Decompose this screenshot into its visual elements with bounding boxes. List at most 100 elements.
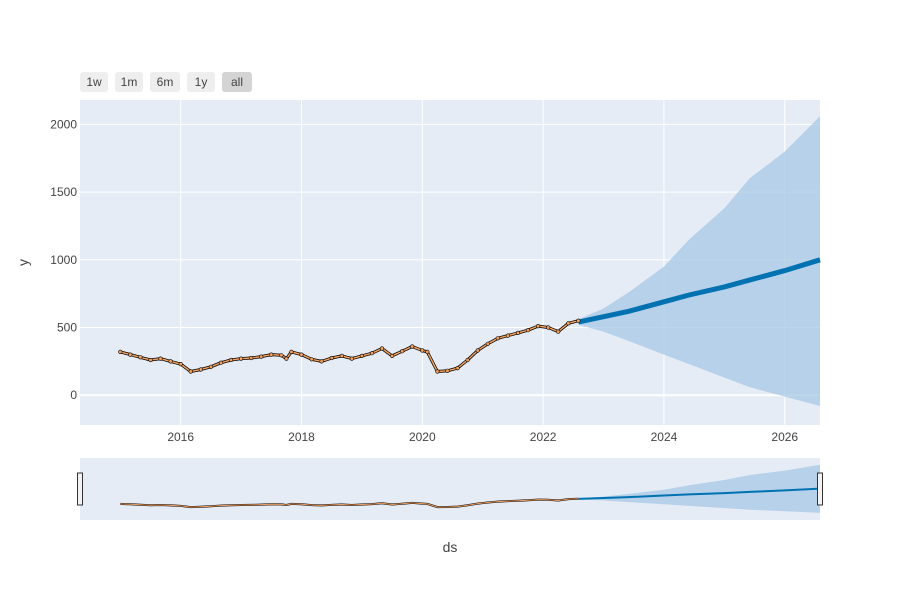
x-axis-title: ds [443, 539, 458, 555]
rangeslider-handle-left[interactable] [77, 472, 83, 506]
actual-point [118, 349, 123, 355]
actual-point [485, 341, 490, 346]
range-button-1w[interactable]: 1w [80, 72, 108, 92]
range-button-all[interactable]: all [222, 72, 252, 92]
actual-point [475, 348, 480, 353]
actual-point [546, 325, 551, 330]
range-button-label: 6m [157, 75, 174, 89]
actual-point [319, 359, 324, 364]
actual-point [148, 357, 153, 363]
actual-point [228, 357, 234, 363]
y-tick: 0 [70, 388, 77, 402]
x-tick: 2026 [771, 430, 798, 444]
y-tick: 2000 [50, 117, 77, 131]
actual-point [535, 324, 541, 329]
y-tick-label: 2000 [50, 117, 77, 131]
actual-point [515, 330, 521, 336]
actual-point [299, 352, 304, 357]
y-tick: 1000 [50, 253, 77, 267]
actual-point [279, 353, 284, 358]
plot-series [118, 116, 821, 407]
x-tick: 2016 [167, 430, 194, 444]
actual-point [505, 333, 511, 338]
actual-point [208, 364, 213, 369]
actual-point [269, 352, 274, 357]
actual-point [359, 353, 365, 359]
x-tick-label: 2024 [651, 430, 678, 444]
y-tick-labels: 0 500 1000 1500 2000 [50, 117, 77, 402]
actual-point [309, 357, 314, 362]
actual-point [410, 344, 415, 349]
actual-point [495, 336, 500, 341]
actual-point [158, 356, 163, 361]
actual-point [455, 366, 460, 371]
y-tick: 500 [57, 321, 77, 335]
actual-point [445, 368, 450, 373]
actual-point [566, 321, 571, 326]
actual-point [198, 367, 203, 372]
y-tick-label: 500 [57, 321, 77, 335]
x-tick-label: 2026 [771, 430, 798, 444]
rangeslider-series [120, 464, 821, 513]
actual-point [339, 353, 344, 359]
actual-point [289, 349, 294, 355]
actual-point [400, 349, 405, 354]
range-button-bg [150, 72, 180, 92]
x-tick-label: 2018 [288, 430, 315, 444]
actual-point [284, 356, 289, 361]
slider-forecast-line [578, 487, 821, 500]
uncertainty-band [578, 116, 820, 407]
actual-point [465, 357, 470, 363]
range-button-bg [187, 72, 215, 92]
range-button-1m[interactable]: 1m [115, 72, 143, 92]
slider-uncertainty-band [578, 464, 820, 513]
x-tick-labels: 2016 2018 2020 2022 2024 2026 [167, 430, 798, 444]
range-button-bg [222, 72, 252, 92]
actual-point [168, 359, 173, 364]
range-selector: 1w 1m 6m 1y all [80, 72, 252, 92]
range-button-bg [115, 72, 143, 92]
actual-point [128, 352, 133, 357]
actual-point [525, 328, 531, 333]
actual-point [369, 351, 375, 356]
actual-point [379, 346, 385, 351]
forecast-line [577, 257, 821, 325]
x-tick: 2018 [288, 430, 315, 444]
y-tick-label: 1500 [50, 185, 77, 199]
actual-point [138, 355, 143, 360]
y-tick-label: 0 [70, 388, 77, 402]
rangeslider-handles[interactable] [77, 472, 823, 506]
actual-point [576, 318, 581, 323]
x-tick-label: 2016 [167, 430, 194, 444]
y-axis-title: y [15, 259, 31, 266]
y-tick-label: 1000 [50, 253, 77, 267]
rangeslider-handle-right[interactable] [817, 472, 823, 506]
slider-actual-markers-line [120, 498, 579, 508]
y-tick: 1500 [50, 185, 77, 199]
actual-point [329, 355, 334, 361]
actual-point [425, 349, 430, 355]
range-button-label: 1w [86, 75, 102, 89]
range-button-label: 1m [121, 75, 138, 89]
actual-point [218, 360, 224, 365]
actual-point [249, 355, 254, 361]
range-button-6m[interactable]: 6m [150, 72, 180, 92]
actual-point [188, 369, 193, 374]
x-tick: 2024 [651, 430, 678, 444]
actual-point [435, 369, 440, 374]
x-tick: 2022 [530, 430, 557, 444]
x-tick-label: 2022 [530, 430, 557, 444]
actual-point [556, 329, 561, 334]
actual-point [239, 356, 244, 361]
range-button-1y[interactable]: 1y [187, 72, 215, 92]
actual-point [390, 353, 395, 359]
range-button-bg [80, 72, 108, 92]
x-tick-label: 2020 [409, 430, 436, 444]
x-tick: 2020 [409, 430, 436, 444]
actual-point [349, 356, 354, 361]
actual-point [259, 354, 264, 359]
range-button-label: 1y [195, 75, 208, 89]
range-button-label: all [231, 75, 243, 89]
